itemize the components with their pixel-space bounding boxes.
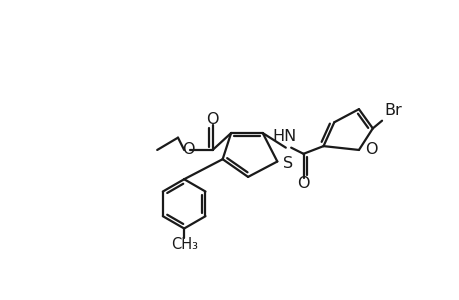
- Text: Br: Br: [384, 103, 401, 118]
- Text: HN: HN: [272, 129, 296, 144]
- Text: O: O: [364, 142, 377, 158]
- Text: S: S: [283, 155, 293, 170]
- Text: CH₃: CH₃: [170, 237, 197, 252]
- Text: O: O: [206, 112, 218, 127]
- Text: O: O: [182, 142, 195, 158]
- Text: O: O: [297, 176, 309, 191]
